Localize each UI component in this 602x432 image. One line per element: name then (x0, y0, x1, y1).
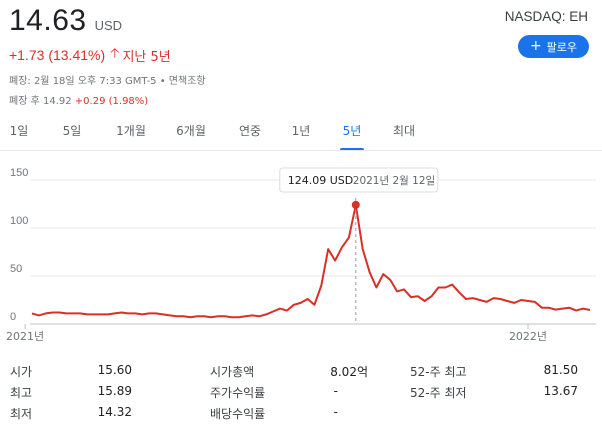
stat-label-high: 최고 (10, 386, 33, 400)
tooltip-point (351, 200, 360, 209)
price-change: +1.73 (13.41%) (9, 47, 106, 63)
tooltip-value: 124.09 USD (288, 174, 354, 187)
tab-5d[interactable]: 5일 (62, 123, 82, 138)
stat-value-52w-low: 13.67 (543, 384, 578, 398)
tab-1y[interactable]: 1년 (291, 123, 311, 138)
price-chart[interactable]: 0 50 100 150 2021년 2022년 124.09 USD 2021년 2월 … (0, 160, 602, 350)
exchange-ticker: NASDAQ: EH (504, 9, 588, 24)
stat-value-dividend: - (333, 405, 338, 419)
x-tick-label: 2021년 (6, 330, 44, 343)
tab-1m[interactable]: 1개월 (116, 123, 146, 138)
y-tick-label: 150 (10, 167, 28, 179)
tab-5y[interactable]: 5년 (340, 115, 364, 151)
change-period: 지난 5년 (122, 49, 171, 65)
currency-label: USD (94, 18, 123, 33)
stat-value-mktcap: 8.02억 (330, 365, 368, 379)
y-tick-label: 100 (10, 215, 28, 227)
stat-label-mktcap: 시가총액 (210, 365, 255, 379)
after-hours-change: +0.29 (1.98%) (74, 96, 149, 107)
current-price: 14.63 (9, 4, 87, 37)
after-hours-label: 폐장 후 (9, 96, 40, 107)
range-tabs: 1일 5일 1개월 6개월 연중 1년 5년 최대 (0, 115, 602, 151)
stat-value-52w-high: 81.50 (543, 363, 578, 377)
stat-label-52w-low: 52-주 최저 (410, 386, 467, 400)
follow-button[interactable]: + 팔로우 (518, 35, 589, 58)
stat-label-pe: 주가수익률 (210, 386, 266, 400)
stat-value-open: 15.60 (97, 363, 132, 377)
tooltip-box (279, 167, 439, 193)
stat-value-low: 14.32 (97, 405, 132, 419)
stat-value-high: 15.89 (97, 384, 132, 398)
tab-1d[interactable]: 1일 (9, 123, 29, 138)
stat-value-pe: - (333, 384, 338, 398)
after-hours-price: 14.92 (42, 96, 72, 107)
tab-max[interactable]: 최대 (392, 123, 416, 138)
tab-ytd[interactable]: 연중 (238, 123, 262, 138)
arrow-up-icon: 🡡 (110, 45, 120, 60)
stat-label-52w-high: 52-주 최고 (410, 365, 467, 379)
stat-label-dividend: 배당수익률 (210, 407, 266, 421)
chart-tooltip: 124.09 USD 2021년 2월 12일 (279, 167, 439, 324)
tooltip-date: 2021년 2월 12일 (353, 174, 435, 187)
follow-label: 팔로우 (546, 40, 578, 54)
x-tick-label: 2022년 (509, 330, 547, 343)
stat-label-open: 시가 (10, 365, 33, 379)
after-hours-info: 폐장 후 14.92 +0.29 (1.98%) (9, 92, 148, 107)
y-tick-label: 50 (10, 263, 22, 275)
price-change-row: +1.73 (13.41%) 🡡 지난 5년 (9, 44, 171, 66)
close-info: 폐장: 2월 18일 오후 7:33 GMT-5 • 면책조항 (9, 76, 206, 87)
plus-icon: + (529, 38, 542, 54)
tab-divider (0, 150, 602, 151)
price-line (31, 203, 591, 319)
stat-label-low: 최저 (10, 407, 33, 421)
tab-6m[interactable]: 6개월 (176, 123, 206, 138)
price-row: 14.63 USD (9, 4, 122, 38)
y-tick-label: 0 (10, 311, 16, 323)
